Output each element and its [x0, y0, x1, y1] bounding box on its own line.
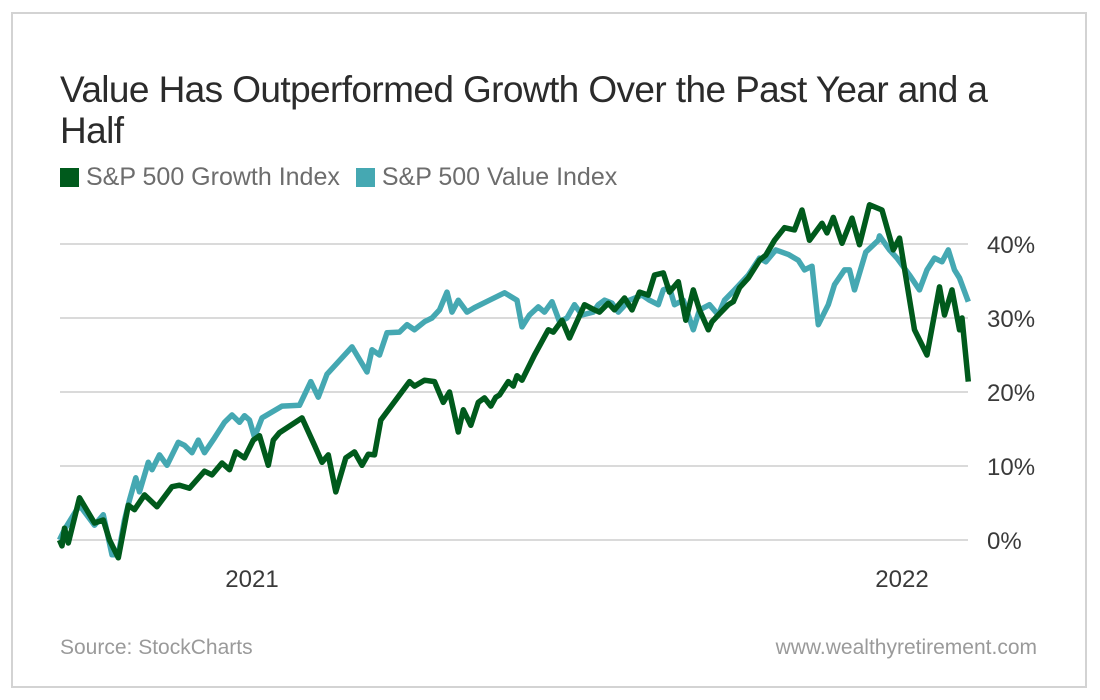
legend-swatch-value: [355, 167, 375, 187]
website-credit: www.wealthyretirement.com: [775, 636, 1037, 659]
y-tick-label: 10%: [987, 454, 1035, 481]
legend-item-growth: S&P 500 Growth Index: [60, 163, 340, 192]
y-tick-label: 20%: [987, 380, 1035, 407]
x-tick-label: 2022: [875, 566, 928, 593]
source-note: Source: StockCharts: [60, 636, 253, 659]
y-tick-label: 30%: [987, 306, 1035, 333]
legend-swatch-growth: [60, 167, 79, 187]
legend-item-value: S&P 500 Value Index: [355, 162, 618, 192]
value-index-line: [57, 233, 971, 558]
y-tick-label: 0%: [987, 528, 1022, 555]
chart-card: [11, 12, 1087, 688]
x-axis-labels: 2021 2022: [225, 566, 928, 593]
legend-label-value: S&P 500 Value Index: [381, 162, 618, 191]
legend-label-growth: S&P 500 Growth Index: [86, 162, 340, 191]
y-tick-label: 40%: [987, 232, 1035, 259]
chart-title: Value Has Outperformed Growth Over the P…: [60, 69, 988, 151]
growth-index-line: [56, 202, 972, 561]
x-tick-label: 2021: [225, 566, 278, 593]
series-lines: [56, 202, 972, 561]
legend: S&P 500 Growth Index S&P 500 Value Index: [60, 160, 633, 194]
y-axis-labels: 0% 10% 20% 30% 40%: [987, 232, 1035, 555]
